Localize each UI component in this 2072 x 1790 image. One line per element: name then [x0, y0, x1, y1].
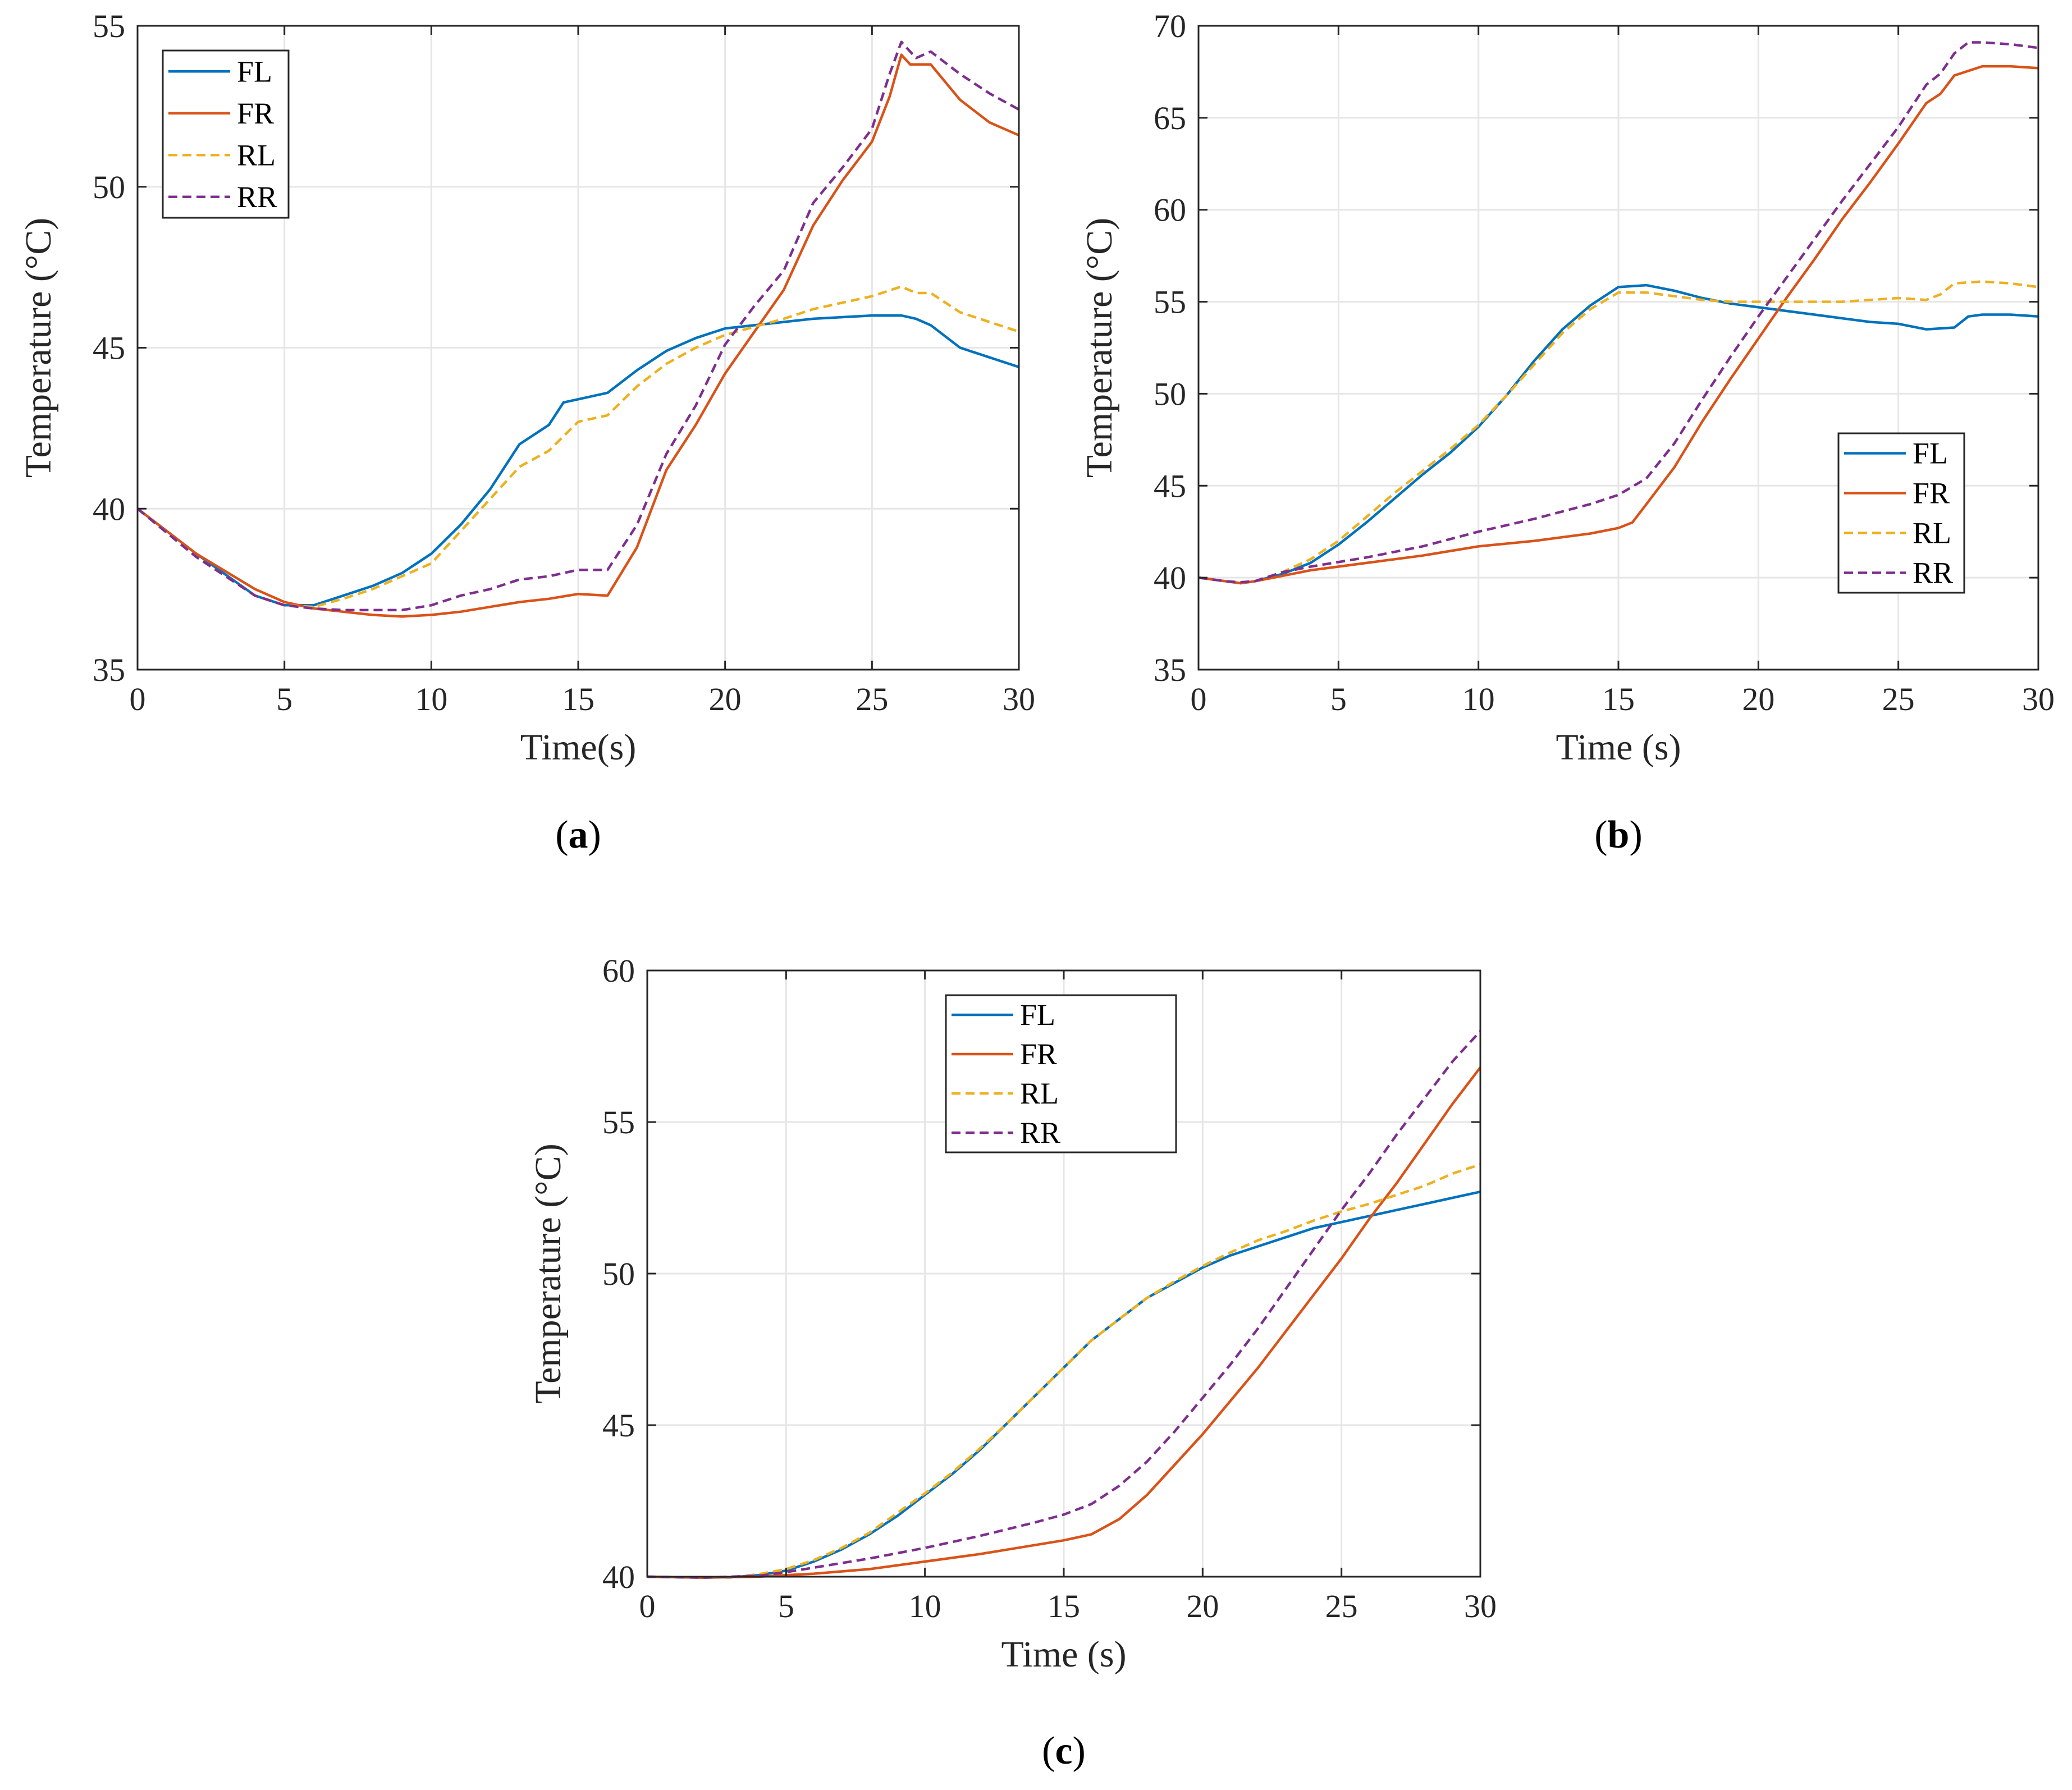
y-tick-label: 40: [602, 1559, 635, 1595]
x-tick-label: 5: [276, 681, 292, 717]
legend-label-rr: RR: [1020, 1116, 1060, 1150]
series-line-fl: [1198, 283, 2039, 585]
y-axis-label: Temperature (°C): [1079, 218, 1120, 478]
series-line-rr: [1198, 41, 2039, 584]
panel-label: (a): [555, 813, 601, 857]
series-line-rr: [136, 40, 1020, 612]
x-axis-label: Time(s): [520, 727, 637, 768]
y-tick-label: 55: [602, 1104, 635, 1141]
x-tick-label: 25: [856, 681, 888, 717]
x-tick-label: 30: [1464, 1588, 1497, 1624]
legend-label-fr: FR: [1913, 477, 1950, 510]
y-tick-label: 40: [93, 491, 125, 527]
x-tick-label: 25: [1325, 1588, 1358, 1624]
x-tick-label: 20: [1742, 681, 1774, 717]
legend-label-fl: FL: [237, 54, 272, 88]
series-line-fr: [1198, 65, 2039, 585]
chart-panel-b: 0 5 10 15 20 25 30 35 40 45 50 55 60 65 70 FL FR RL RR Ti…: [1079, 8, 2055, 857]
y-tick-label: 50: [1154, 376, 1186, 412]
y-axis-label: Temperature (°C): [18, 218, 59, 478]
legend-label-fl: FL: [1913, 437, 1948, 470]
x-tick-label: 10: [1462, 681, 1495, 717]
panel-label: (c): [1042, 1729, 1086, 1773]
x-tick-label: 20: [709, 681, 742, 717]
y-tick-label: 60: [1154, 192, 1186, 228]
x-axis-label: Time (s): [1001, 1634, 1126, 1675]
x-tick-label: 0: [1191, 681, 1207, 717]
x-tick-label: 30: [2022, 681, 2055, 717]
y-tick-label: 45: [1154, 468, 1186, 504]
series-line-rr: [647, 1030, 1481, 1579]
series-line-rl: [1198, 280, 2039, 584]
x-tick-label: 25: [1882, 681, 1915, 717]
series-line-fl: [136, 314, 1019, 607]
y-tick-label: 40: [1154, 560, 1186, 596]
y-tick-label: 35: [93, 652, 125, 688]
series-line-fr: [136, 53, 1019, 618]
legend-label-rl: RL: [1020, 1077, 1059, 1110]
chart-panel-c: 0 5 10 15 20 25 30 40 45 50 55 60 FL FR RL RR Time (s)…: [528, 953, 1497, 1773]
x-tick-label: 5: [1330, 681, 1347, 717]
legend-label-fl: FL: [1020, 998, 1055, 1032]
y-tick-label: 70: [1154, 8, 1186, 44]
x-tick-label: 10: [415, 681, 447, 717]
legend-box: [162, 49, 290, 219]
series-line-rl: [647, 1163, 1481, 1579]
y-tick-label: 60: [602, 953, 635, 989]
legend-label-fr: FR: [1020, 1037, 1057, 1071]
y-tick-label: 45: [602, 1407, 635, 1444]
x-tick-label: 15: [562, 681, 594, 717]
y-tick-label: 50: [602, 1256, 635, 1292]
legend-box: [945, 994, 1177, 1153]
x-tick-label: 20: [1186, 1588, 1219, 1624]
series-line-fr: [647, 1066, 1481, 1579]
legend-label-rr: RR: [1913, 556, 1953, 590]
x-tick-label: 15: [1048, 1588, 1080, 1624]
x-tick-label: 15: [1602, 681, 1635, 717]
x-tick-label: 5: [778, 1588, 794, 1624]
legend-label-fr: FR: [237, 97, 274, 130]
legend-label-rl: RL: [237, 138, 276, 172]
legend-box: [1837, 432, 1965, 594]
x-tick-label: 10: [909, 1588, 941, 1624]
y-tick-label: 35: [1154, 652, 1186, 688]
y-axis-label: Temperature (°C): [528, 1143, 569, 1403]
y-tick-label: 50: [93, 169, 125, 205]
panel-label: (b): [1594, 813, 1643, 857]
legend-label-rl: RL: [1913, 516, 1951, 550]
series-line-rl: [136, 285, 1019, 608]
legend-label-rr: RR: [237, 180, 277, 214]
x-tick-label: 30: [1003, 681, 1035, 717]
x-tick-label: 0: [639, 1588, 656, 1624]
x-tick-label: 0: [130, 681, 146, 717]
y-tick-label: 55: [93, 8, 125, 44]
y-tick-label: 55: [1154, 284, 1186, 321]
x-axis-label: Time (s): [1556, 727, 1681, 768]
y-tick-label: 65: [1154, 100, 1186, 136]
y-tick-label: 45: [93, 330, 125, 367]
